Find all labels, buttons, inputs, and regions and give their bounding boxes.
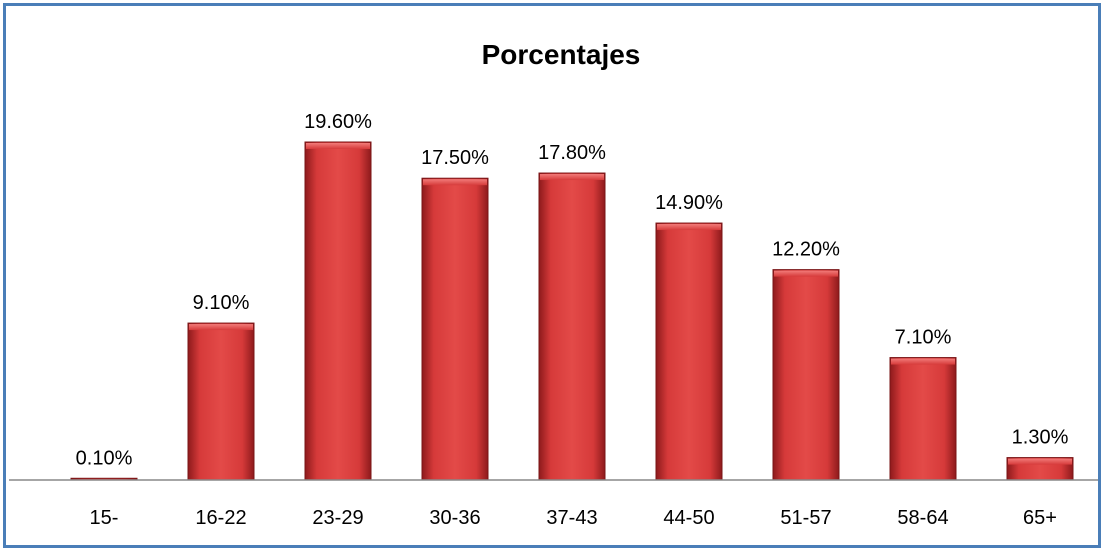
data-label-16-22: 9.10% xyxy=(193,292,250,314)
bar-44-50 xyxy=(655,222,723,481)
bar-37-43 xyxy=(538,172,606,481)
bar-16-22 xyxy=(187,322,255,481)
x-tick-51-57: 51-57 xyxy=(780,507,831,529)
bar-body xyxy=(772,269,840,481)
bar-top-bevel xyxy=(423,179,487,186)
data-label-51-57: 12.20% xyxy=(772,239,840,261)
bar-top-bevel xyxy=(657,224,721,231)
x-tick-65+: 65+ xyxy=(1023,507,1057,529)
x-tick-37-43: 37-43 xyxy=(546,507,597,529)
data-label-15-: 0.10% xyxy=(76,447,133,469)
chart-frame: Porcentajes 0.10% 9.10% 19.60% 17.50% 17.80%… xyxy=(3,3,1101,548)
bar-top-bevel xyxy=(1008,458,1072,465)
x-tick-58-64: 58-64 xyxy=(897,507,948,529)
bar-body xyxy=(889,357,957,481)
x-tick-labels-layer: 15- 16-22 23-29 30-36 37-43 44-50 51-57 58-64 65… xyxy=(90,507,1057,529)
x-tick-30-36: 30-36 xyxy=(429,507,480,529)
bar-top-bevel xyxy=(774,270,838,277)
x-tick-16-22: 16-22 xyxy=(195,507,246,529)
bar-body xyxy=(304,141,372,481)
x-tick-23-29: 23-29 xyxy=(312,507,363,529)
bar-top-bevel xyxy=(306,143,370,149)
bar-58-64 xyxy=(889,357,957,481)
data-label-58-64: 7.10% xyxy=(895,327,952,349)
bar-23-29 xyxy=(304,141,372,481)
bar-chart: Porcentajes 0.10% 9.10% 19.60% 17.50% 17.80%… xyxy=(9,39,1098,529)
data-label-23-29: 19.60% xyxy=(304,111,372,133)
x-tick-44-50: 44-50 xyxy=(663,507,714,529)
chart-title: Porcentajes xyxy=(482,39,641,70)
bar-body xyxy=(655,222,723,481)
data-label-65+: 1.30% xyxy=(1012,427,1069,449)
bar-top-bevel xyxy=(891,358,955,365)
bar-30-36 xyxy=(421,177,489,481)
bar-65+ xyxy=(1006,457,1074,481)
x-tick-15-: 15- xyxy=(90,507,119,529)
data-labels-layer: 0.10% 9.10% 19.60% 17.50% 17.80% 14.90% 12.20%… xyxy=(76,111,1069,469)
bar-51-57 xyxy=(772,269,840,481)
data-label-37-43: 17.80% xyxy=(538,142,606,164)
bar-body xyxy=(538,172,606,481)
bar-body xyxy=(187,322,255,481)
bar-top-bevel xyxy=(189,324,253,331)
bar-top-bevel xyxy=(540,174,604,181)
data-label-30-36: 17.50% xyxy=(421,147,489,169)
data-label-44-50: 14.90% xyxy=(655,192,723,214)
bar-body xyxy=(421,177,489,481)
bars-layer xyxy=(70,141,1074,481)
